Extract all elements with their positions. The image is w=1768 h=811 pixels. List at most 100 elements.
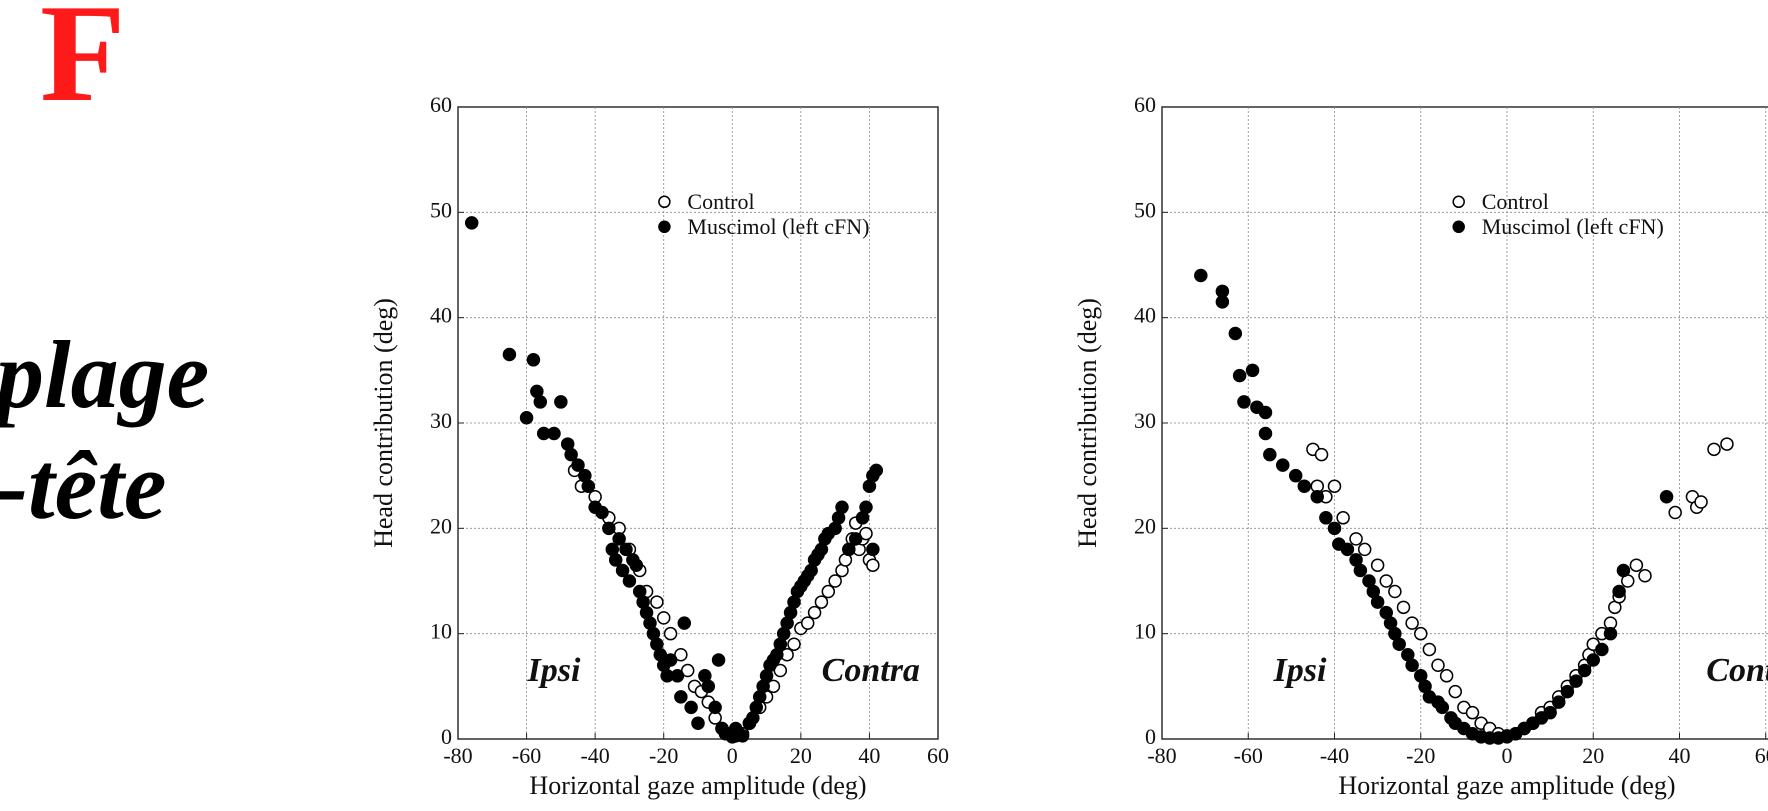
muscimol-point: [711, 653, 726, 667]
muscimol-point: [1353, 563, 1368, 578]
x-tick-label: 20: [1582, 743, 1604, 768]
muscimol-point: [1258, 426, 1273, 441]
muscimol-point: [1543, 705, 1557, 720]
control-point: [1327, 479, 1342, 493]
y-tick-label: 50: [430, 197, 452, 222]
muscimol-point: [526, 353, 541, 367]
legend-marker-muscimol: [1452, 220, 1465, 234]
control-point: [1448, 684, 1462, 699]
control-point: [656, 611, 671, 625]
y-tick-label: 30: [1134, 408, 1156, 433]
muscimol-point: [842, 542, 856, 557]
muscimol-point: [866, 542, 880, 557]
muscimol-point: [859, 500, 873, 515]
control-point: [773, 663, 788, 678]
muscimol-point: [1370, 595, 1385, 609]
muscimol-point: [1263, 447, 1277, 462]
control-point: [1388, 584, 1402, 599]
muscimol-point: [1435, 700, 1450, 715]
muscimol-point: [1215, 295, 1230, 309]
control-point: [1422, 642, 1437, 657]
muscimol-point: [1595, 642, 1609, 657]
control-point: [674, 647, 688, 662]
muscimol-point: [848, 532, 863, 546]
muscimol-point: [663, 653, 678, 667]
x-tick-label: -60: [1234, 743, 1263, 768]
muscimol-point: [1586, 653, 1600, 667]
muscimol-point: [1310, 489, 1324, 504]
muscimol-point: [684, 700, 698, 715]
y-tick-label: 0: [1145, 724, 1156, 749]
left-scatter-chart: -80 -60 -40 -20 0 20 40 60 0 10 20 30 40 50 60 Horizont…: [369, 92, 949, 800]
y-axis-label: Head contribution (deg): [1073, 298, 1102, 548]
muscimol-point: [1228, 326, 1243, 341]
control-point: [1668, 505, 1682, 520]
control-point: [1638, 568, 1652, 583]
muscimol-point: [612, 532, 626, 546]
muscimol-point: [835, 500, 849, 515]
plot-frame: [1161, 106, 1768, 740]
muscimol-point: [1612, 584, 1626, 599]
right-scatter-chart: -80-60-40-200204060800102030405060Horizo…: [1073, 92, 1768, 800]
muscimol-point: [1552, 695, 1566, 709]
y-tick-label: 60: [430, 92, 452, 117]
control-point: [1314, 447, 1329, 462]
annotation-contra: Contra: [822, 652, 920, 689]
muscimol-point: [547, 426, 561, 441]
x-tick-label: -20: [1406, 743, 1435, 768]
muscimol-point: [533, 395, 548, 409]
x-tick-label: 60: [1755, 743, 1768, 768]
muscimol-point: [1245, 363, 1260, 378]
control-point: [1336, 511, 1350, 525]
muscimol-point: [1577, 663, 1592, 678]
control-point: [1439, 669, 1454, 683]
control-point: [1414, 626, 1428, 641]
panel-letter: F: [40, 0, 126, 131]
control-point: [1349, 532, 1363, 546]
muscimol-point: [519, 410, 534, 425]
y-tick-label: 20: [1134, 513, 1156, 538]
legend-marker-control: [1452, 195, 1465, 209]
annotation-contra: Contra: [1706, 652, 1768, 689]
x-tick-label: 40: [858, 743, 880, 768]
muscimol-point: [619, 542, 633, 557]
muscimol-point: [554, 395, 568, 409]
control-point: [1694, 495, 1708, 509]
muscimol-point: [1569, 674, 1583, 688]
y-tick-label: 40: [430, 303, 452, 328]
muscimol-point: [1258, 405, 1273, 420]
muscimol-point: [674, 690, 688, 704]
legend-label-control: Control: [1482, 189, 1549, 214]
x-tick-label: -40: [580, 743, 609, 768]
x-tick-label: -60: [512, 743, 541, 768]
x-tick-label: 20: [790, 743, 812, 768]
muscimol-point: [581, 479, 596, 493]
control-point: [1357, 542, 1372, 557]
muscimol-point: [622, 574, 637, 588]
x-tick-label: -40: [1320, 743, 1349, 768]
muscimol-point: [502, 347, 517, 362]
muscimol-point: [677, 616, 692, 630]
muscimol-point: [1659, 489, 1674, 504]
muscimol-point: [670, 669, 685, 683]
muscimol-point: [1276, 458, 1290, 472]
x-tick-label: -80: [443, 743, 472, 768]
muscimol-point: [629, 558, 644, 572]
y-tick-label: 10: [1134, 619, 1156, 644]
control-point: [821, 584, 836, 599]
control-point: [1431, 658, 1445, 673]
muscimol-point: [602, 521, 616, 536]
control-point: [1629, 558, 1644, 572]
muscimol-point: [735, 729, 750, 743]
legend-marker-control: [658, 195, 671, 209]
muscimol-point: [1616, 563, 1631, 578]
side-text-line-1: plage: [0, 321, 210, 428]
control-point: [1720, 437, 1734, 451]
muscimol-point: [1237, 395, 1251, 409]
control-point: [859, 526, 873, 541]
control-point: [828, 574, 842, 588]
muscimol-point: [1340, 542, 1355, 557]
legend-marker-muscimol: [658, 220, 671, 234]
control-point: [663, 626, 678, 641]
control-point: [814, 595, 829, 609]
